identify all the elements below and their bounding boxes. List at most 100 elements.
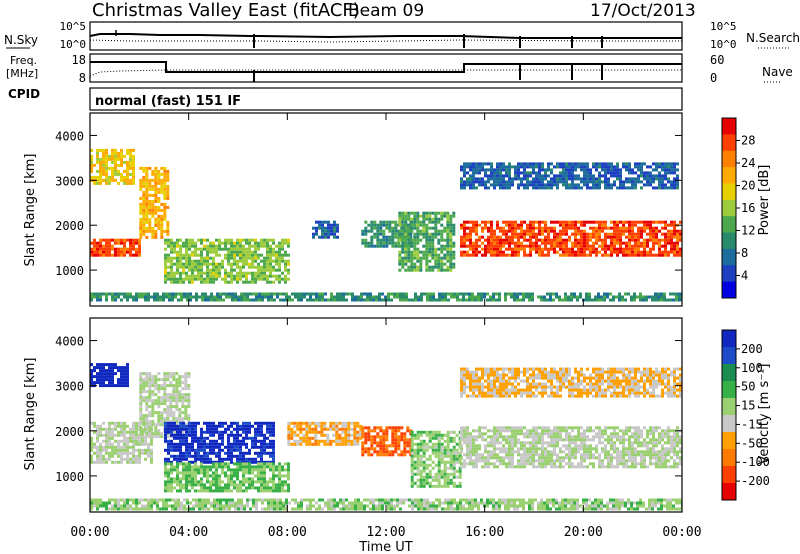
echo-cell	[164, 280, 167, 284]
echo-cell	[120, 381, 123, 385]
echo-cell	[179, 253, 182, 257]
echo-cell	[248, 241, 251, 245]
echo-cell	[446, 232, 450, 236]
echo-cell	[145, 399, 149, 403]
echo-cell	[670, 162, 673, 166]
echo-cell	[670, 183, 673, 187]
echo-cell	[610, 165, 613, 169]
echo-cell	[452, 229, 456, 233]
echo-cell	[282, 292, 285, 296]
echo-cell	[96, 381, 99, 385]
echo-cell	[102, 292, 105, 296]
echo-cell	[513, 292, 516, 296]
echo-cell	[145, 372, 149, 376]
echo-cell	[167, 274, 170, 278]
echo-cell	[592, 174, 595, 178]
echo-cell	[526, 177, 529, 181]
echo-cell	[670, 235, 673, 239]
echo-cell	[419, 439, 423, 443]
echo-cell	[108, 157, 111, 161]
echo-cell	[167, 253, 170, 257]
echo-cell	[194, 465, 197, 469]
echo-cell	[394, 223, 398, 227]
echo-cell	[495, 298, 498, 302]
echo-cell	[285, 292, 288, 296]
echo-cell	[151, 399, 155, 403]
echo-cell	[419, 265, 423, 269]
echo-cell	[90, 253, 93, 257]
echo-cell	[296, 439, 300, 443]
echo-cell	[603, 298, 606, 302]
echo-cell	[419, 481, 423, 485]
echo-cell	[469, 247, 472, 251]
echo-cell	[456, 298, 459, 302]
echo-cell	[529, 250, 532, 254]
echo-cell	[129, 163, 132, 167]
echo-cell	[416, 241, 420, 245]
echo-cell	[469, 444, 472, 448]
echo-cell	[245, 480, 248, 484]
echo-cell	[324, 235, 327, 239]
echo-cell	[446, 481, 450, 485]
echo-cell	[185, 468, 188, 472]
echo-cell	[592, 165, 595, 169]
echo-cell	[598, 165, 601, 169]
echo-cell	[105, 154, 108, 158]
echo-cell	[275, 256, 278, 260]
echo-cell	[176, 454, 179, 458]
echo-cell	[191, 465, 194, 469]
echo-cell	[407, 241, 411, 245]
echo-cell	[167, 477, 170, 481]
echo-cell	[242, 427, 245, 431]
echo-cell	[318, 292, 321, 296]
echo-cell	[266, 483, 269, 487]
echo-cell	[585, 295, 588, 299]
echo-cell	[120, 454, 123, 458]
echo-cell	[287, 430, 291, 434]
echo-cell	[535, 183, 538, 187]
echo-cell	[203, 244, 206, 248]
echo-cell	[266, 465, 269, 469]
echo-cell	[157, 372, 161, 376]
echo-cell	[446, 478, 450, 482]
echo-cell	[187, 375, 191, 379]
echo-cell	[120, 460, 123, 464]
echo-cell	[170, 489, 173, 493]
echo-cell	[335, 421, 339, 425]
echo-cell	[562, 229, 565, 233]
echo-cell	[651, 298, 654, 302]
echo-cell	[233, 442, 236, 446]
echo-cell	[148, 426, 152, 430]
echo-cell	[236, 265, 239, 269]
echo-cell	[184, 405, 188, 409]
echo-cell	[379, 435, 383, 439]
echo-cell	[637, 244, 640, 248]
echo-cell	[398, 211, 402, 215]
echo-cell	[440, 250, 444, 254]
echo-cell	[361, 447, 365, 451]
echo-cell	[272, 489, 275, 493]
echo-cell	[111, 244, 114, 248]
echo-cell	[559, 229, 562, 233]
echo-cell	[416, 460, 420, 464]
echo-cell	[169, 420, 173, 424]
echo-cell	[364, 438, 368, 442]
echo-cell	[129, 445, 132, 449]
echo-cell	[460, 168, 463, 172]
echo-cell	[181, 396, 185, 400]
echo-cell	[452, 214, 456, 218]
echo-cell	[141, 439, 144, 443]
echo-cell	[126, 384, 129, 388]
echo-cell	[397, 447, 401, 451]
echo-cell	[129, 427, 132, 431]
echo-cell	[176, 259, 179, 263]
echo-region	[312, 220, 339, 239]
echo-cell	[341, 439, 345, 443]
echo-cell	[616, 253, 619, 257]
echo-cell	[373, 438, 377, 442]
echo-cell	[428, 475, 432, 479]
echo-cell	[449, 268, 453, 272]
echo-cell	[463, 235, 466, 239]
echo-cell	[157, 420, 161, 424]
echo-cell	[532, 186, 535, 190]
